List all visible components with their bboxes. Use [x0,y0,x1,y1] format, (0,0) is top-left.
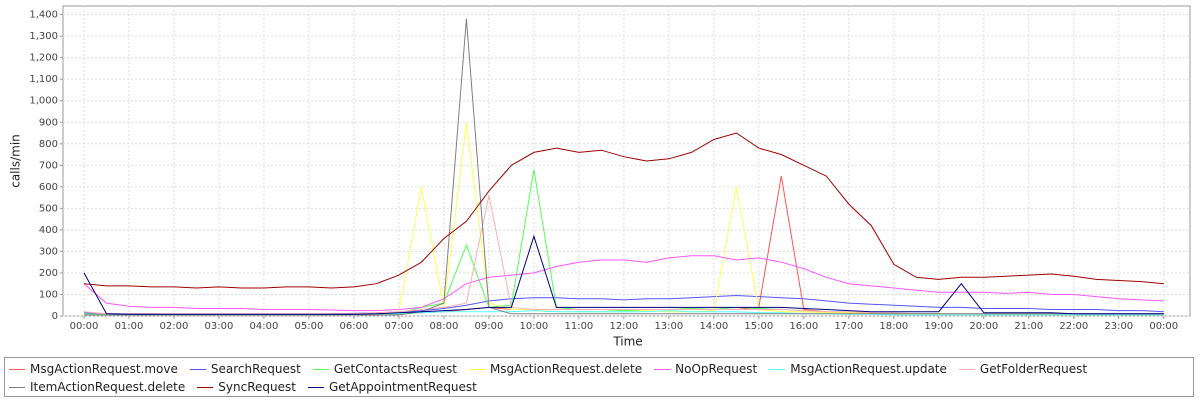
x-tick-label: 23:00 [1104,321,1133,332]
x-tick-label: 08:00 [430,321,459,332]
legend-label: MsgActionRequest.delete [489,362,643,376]
x-tick-label: 11:00 [564,321,593,332]
x-tick-label: 07:00 [385,321,414,332]
legend-label: SyncRequest [218,380,296,394]
x-tick-label: 00:00 [1149,321,1178,332]
x-tick-label: 02:00 [160,321,189,332]
x-tick-label: 15:00 [744,321,773,332]
x-tick-label: 16:00 [789,321,818,332]
x-tick-label: 05:00 [295,321,324,332]
legend-label: GetContactsRequest [333,362,457,376]
legend-item: NoOpRequest [654,360,757,378]
legend-label: GetAppointmentRequest [328,380,477,394]
legend-label: SearchRequest [210,362,301,376]
legend-item: MsgActionRequest.update [769,360,947,378]
legend-item: SyncRequest [197,378,296,396]
legend-item: SearchRequest [189,360,301,378]
plot-area [62,5,1191,317]
legend-item: MsgActionRequest.delete [468,360,643,378]
x-tick-label: 04:00 [250,321,279,332]
y-tick-label: 300 [39,246,58,257]
y-tick-label: 800 [39,139,58,150]
y-tick-label: 1,100 [29,74,58,85]
x-tick-label: 17:00 [834,321,863,332]
x-tick-label: 18:00 [879,321,908,332]
y-tick-label: 400 [39,225,58,236]
legend-label: GetFolderRequest [979,362,1088,376]
x-tick-label: 03:00 [205,321,234,332]
series-line [84,18,1164,316]
chart: Time calls/min 0 100 200 300 400 500 600 700 800… [9,5,1191,349]
legend-swatch [9,368,25,370]
legend-swatch [769,368,786,370]
y-tick-label: 700 [39,160,58,171]
legend-swatch [312,368,329,370]
y-tick-label: 1,200 [29,53,58,64]
legend-item: GetAppointmentRequest [307,378,477,396]
x-tick-label: 01:00 [115,321,144,332]
legend-swatch [189,368,206,370]
legend-item: GetContactsRequest [312,360,457,378]
legend-label: MsgActionRequest.update [790,362,947,376]
legend-label: ItemActionRequest.delete [30,380,186,394]
y-tick-label: 1,000 [29,96,58,107]
y-tick-label: 100 [39,289,58,300]
x-tick-label: 12:00 [609,321,638,332]
legend-item: ItemActionRequest.delete [9,378,185,396]
x-tick-label: 00:00 [70,321,99,332]
y-tick-label: 500 [39,203,58,214]
y-tick-label: 1,300 [29,31,58,42]
y-tick-label: 0 [52,311,58,322]
legend-label: NoOpRequest [675,362,758,376]
x-tick-label: 06:00 [340,321,369,332]
legend-item: GetFolderRequest [958,360,1088,378]
y-tick-label: 200 [39,268,58,279]
x-tick-label: 09:00 [474,321,503,332]
x-tick-label: 10:00 [519,321,548,332]
legend-swatch [9,386,25,388]
series-line [83,255,1164,312]
y-tick-label: 900 [39,117,58,128]
legend-label: MsgActionRequest.move [30,362,178,376]
y-tick-label: 1,400 [29,10,58,21]
x-tick-label: 22:00 [1059,321,1088,332]
x-tick-label: 19:00 [924,321,953,332]
series-line [83,234,1164,315]
legend-swatch [654,368,671,370]
y-tick-label: 600 [39,182,58,193]
x-tick-label: 20:00 [969,321,998,332]
y-axis-label: calls/min [9,134,23,188]
x-tick-label: 21:00 [1014,321,1043,332]
legend-item: MsgActionRequest.move [9,360,178,378]
legend-swatch [468,368,485,370]
series-line [83,132,1164,289]
x-axis-label: Time [612,335,642,349]
legend-swatch [307,386,324,388]
legend-swatch [197,386,214,388]
x-tick-label: 14:00 [699,321,728,332]
legend: MsgActionRequest.move SearchRequest GetCon… [4,357,1194,397]
x-tick-label: 13:00 [654,321,683,332]
legend-swatch [958,368,975,370]
